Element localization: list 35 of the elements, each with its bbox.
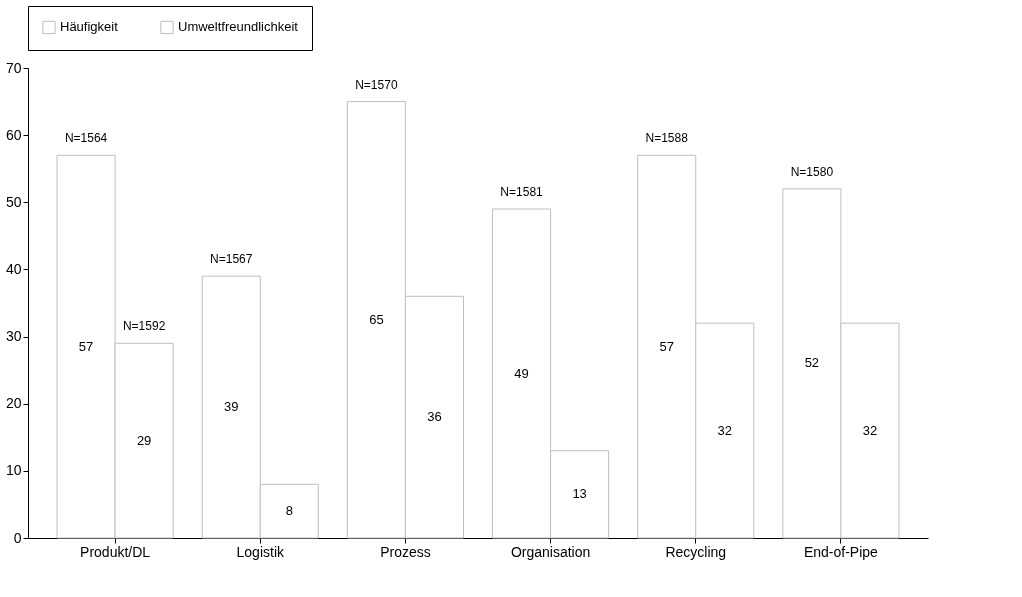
- data-label: 13: [572, 486, 587, 502]
- data-label: 52: [804, 355, 820, 371]
- data-label: 49: [514, 365, 529, 381]
- legend-label: Umweltfreundlichkeit: [178, 19, 299, 35]
- annotation: N=1581: [500, 185, 544, 199]
- annotation: N=1564: [64, 131, 108, 146]
- y-tick-label: 30: [5, 328, 22, 345]
- annotation: N=1570: [355, 77, 398, 92]
- data-label: 29: [136, 432, 152, 448]
- data-label: 57: [659, 338, 674, 354]
- data-label: 65: [369, 311, 384, 327]
- annotation: N=1592: [122, 319, 166, 334]
- y-tick-label: 40: [5, 260, 22, 277]
- x-tick-label: Recycling: [665, 543, 727, 560]
- data-label: 39: [223, 399, 239, 415]
- y-tick-label: 70: [5, 59, 22, 76]
- x-tick-label: Organisation: [510, 543, 591, 560]
- data-label: 32: [717, 422, 733, 438]
- x-tick-label: Prozess: [380, 543, 431, 560]
- x-tick-label: Logistik: [236, 543, 285, 560]
- data-label: 57: [78, 338, 94, 354]
- y-tick-label: 20: [5, 395, 22, 412]
- legend-label: Häufigkeit: [60, 19, 119, 35]
- x-tick-label: End-of-Pipe: [803, 543, 879, 560]
- data-label: 8: [285, 503, 293, 519]
- data-label: 32: [862, 422, 878, 438]
- annotation: N=1588: [645, 131, 689, 146]
- y-tick-label: 10: [5, 462, 22, 479]
- y-tick-label: 50: [5, 193, 22, 210]
- annotation: N=1580: [790, 164, 834, 179]
- x-tick-label: Produkt/DL: [80, 543, 151, 560]
- data-label: 36: [427, 409, 442, 425]
- annotation: N=1567: [210, 252, 253, 267]
- y-tick-label: 0: [13, 529, 22, 546]
- y-tick-label: 60: [5, 126, 22, 143]
